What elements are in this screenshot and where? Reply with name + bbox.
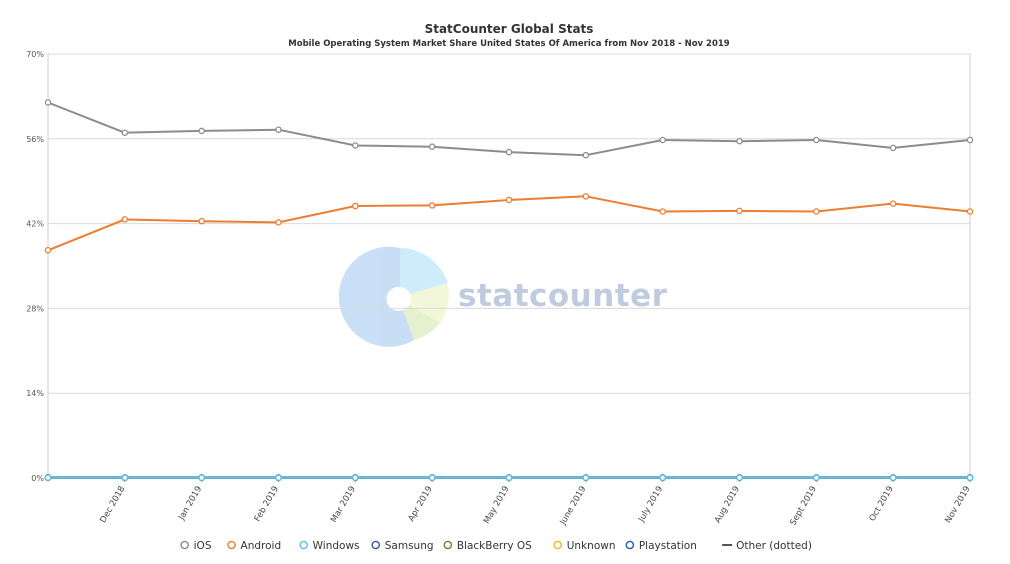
point-android[interactable] [582,193,590,200]
legend: iOS Android Windows Samsung BlackBerry OS Unk… [180,540,812,552]
legend-item-android[interactable]: Android [227,540,282,552]
point-ios[interactable] [736,137,743,145]
point-windows[interactable] [275,474,282,481]
point-windows[interactable] [505,474,513,481]
point-windows[interactable] [659,474,666,481]
legend-item-windows[interactable]: Windows [299,540,360,552]
point-android[interactable] [198,217,205,225]
x-tick-label: Apr 2019 [407,485,435,524]
legend-label: BlackBerry OS [457,540,532,552]
legend-label: Unknown [567,540,616,552]
series-line-ios [47,101,971,157]
point-android[interactable] [275,219,282,226]
x-tick-label: July 2019 [636,485,665,525]
legend-label: iOS [194,540,212,552]
chart-subtitle: Mobile Operating System Market Share Uni… [288,39,730,49]
point-android[interactable] [352,202,359,210]
point-windows[interactable] [582,474,590,481]
point-android[interactable] [44,247,52,254]
point-windows[interactable] [44,474,52,481]
x-tick-label: Oct 2019 [868,485,896,524]
y-tick-label: 0% [31,474,44,483]
plot-frame [47,53,971,479]
gridlines [47,53,971,479]
legend-item-ios[interactable]: iOS [180,540,212,552]
point-ios[interactable] [659,136,666,144]
legend-marker-icon [443,540,453,550]
y-tick-label: 14% [26,389,44,398]
point-android[interactable] [428,202,436,209]
statcounter-watermark: statcounter [338,246,667,347]
legend-marker-icon [625,540,635,550]
legend-item-other-dotted[interactable]: Other (dotted) [722,540,812,552]
legend-item-unknown[interactable]: Unknown [553,540,616,552]
point-windows[interactable] [198,474,205,481]
point-ios[interactable] [582,151,590,159]
legend-marker-icon [371,540,381,550]
legend-label: Other (dotted) [736,540,812,552]
x-tick-label: Feb 2019 [253,485,281,524]
legend-item-blackberry-os[interactable]: BlackBerry OS [443,540,532,552]
point-ios[interactable] [121,129,129,136]
x-tick-label: Mar 2019 [329,485,358,525]
point-ios[interactable] [275,126,282,133]
point-ios[interactable] [428,143,436,150]
x-tick-label: Sept 2019 [788,485,819,528]
series [44,99,974,482]
point-ios[interactable] [889,144,897,152]
point-ios[interactable] [198,127,205,135]
legend-marker-icon [553,540,563,550]
point-android[interactable] [813,208,820,215]
legend-marker-icon [299,540,308,550]
point-windows[interactable] [966,474,974,481]
y-tick-label: 70% [26,50,44,59]
point-android[interactable] [659,208,666,215]
point-ios[interactable] [505,148,513,156]
x-tick-label: Nov 2019 [943,485,972,525]
point-android[interactable] [966,208,974,215]
x-tick-label: June 2019 [558,485,589,528]
y-tick-label: 56% [26,135,44,144]
point-android[interactable] [121,216,129,223]
point-windows[interactable] [121,474,129,481]
point-ios[interactable] [966,136,974,144]
y-tick-label: 42% [26,220,44,229]
y-tick-label: 28% [26,304,44,313]
point-ios[interactable] [44,99,52,106]
point-ios[interactable] [813,136,820,144]
point-android[interactable] [736,207,743,215]
x-tick-label: Aug 2019 [713,485,742,525]
legend-marker-icon [227,540,236,550]
legend-marker-icon [180,540,189,550]
legend-label: Samsung [385,540,434,552]
point-ios[interactable] [352,142,359,149]
legend-item-samsung[interactable]: Samsung [371,540,434,552]
legend-label: Windows [313,540,360,552]
point-android[interactable] [889,200,897,207]
x-tick-label: Jan 2019 [176,485,204,523]
legend-label: Android [241,540,282,552]
x-tick-label: May 2019 [482,485,512,526]
point-windows[interactable] [428,474,436,481]
point-windows[interactable] [813,474,820,481]
x-tick-label: Dec 2018 [98,485,127,525]
statcounter-logo-icon [338,246,449,347]
point-android[interactable] [505,196,513,204]
legend-label: Playstation [639,540,697,552]
point-windows[interactable] [889,474,897,481]
legend-item-playstation[interactable]: Playstation [625,540,697,552]
point-windows[interactable] [736,474,743,481]
chart-title: StatCounter Global Stats [425,22,594,36]
point-windows[interactable] [352,474,359,481]
